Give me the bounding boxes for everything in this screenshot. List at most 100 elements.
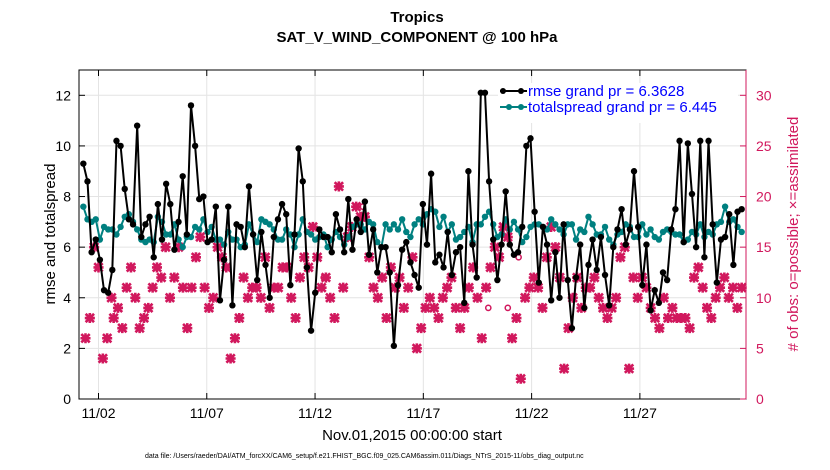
- obs-assimilated-marker-130: [641, 282, 652, 293]
- rmse-point-67: [357, 228, 364, 236]
- rmse-point-98: [485, 178, 493, 185]
- rmse-point-131: [622, 241, 629, 248]
- obs-assimilated-marker-10: [121, 282, 132, 293]
- rmse-point-63: [340, 249, 348, 256]
- rmse-point-88: [444, 228, 451, 236]
- rmse-point-38: [237, 223, 244, 231]
- obs-assimilated-marker-33: [221, 262, 232, 273]
- obs-assimilated-marker-107: [541, 252, 552, 263]
- rmse-point-9: [117, 142, 124, 150]
- obs-assimilated-marker-29: [203, 302, 215, 314]
- obs-assimilated-marker-77: [411, 343, 422, 354]
- rmse-point-64: [345, 195, 352, 203]
- rmse-point-93: [465, 168, 472, 175]
- rmse-point-99: [490, 236, 497, 243]
- rmse-point-13: [133, 122, 141, 129]
- spread-point-79: [407, 233, 414, 241]
- rmse-point-112: [543, 241, 551, 248]
- obs-assimilated-marker-104: [528, 272, 539, 283]
- rmse-point-10: [121, 185, 128, 193]
- spread-point-3: [92, 216, 99, 223]
- rmse-point-125: [597, 233, 605, 241]
- obs-assimilated-marker-30: [208, 292, 219, 303]
- obs-assimilated-marker-34: [225, 353, 236, 364]
- series-layer: [80, 89, 747, 384]
- rmse-point-45: [266, 294, 273, 301]
- spread-point-13: [133, 226, 141, 233]
- obs-possible-marker-0: [320, 274, 328, 281]
- rmse-point-25: [183, 231, 191, 238]
- y2-tick-label-1: 5: [756, 340, 764, 356]
- y2-tick-label-0: 0: [756, 391, 764, 407]
- obs-assimilated-marker-36: [234, 312, 245, 324]
- spread-point-139: [655, 236, 663, 243]
- obs-assimilated-marker-113: [567, 292, 578, 303]
- obs-assimilated-marker-68: [372, 292, 383, 303]
- obs-assimilated-marker-58: [329, 312, 340, 324]
- rmse-point-134: [634, 223, 642, 231]
- rmse-point-119: [572, 274, 580, 281]
- obs-assimilated-marker-94: [485, 262, 496, 273]
- rmse-point-56: [311, 289, 319, 296]
- rmse-point-111: [539, 223, 547, 231]
- spread-point-159: [738, 228, 745, 236]
- obs-possible-marker-2: [484, 304, 492, 312]
- spread-point-91: [456, 233, 464, 241]
- rmse-point-19: [158, 236, 166, 243]
- obs-assimilated-marker-128: [632, 292, 643, 303]
- legend-spread-marker-b: [518, 104, 524, 110]
- rmse-point-128: [610, 243, 617, 251]
- spread-point-122: [585, 213, 592, 220]
- rmse-point-97: [481, 89, 489, 96]
- rmse-point-24: [179, 173, 186, 180]
- rmse-point-75: [390, 342, 398, 350]
- rmse-point-105: [514, 249, 522, 256]
- rmse-point-76: [394, 281, 402, 289]
- obs-assimilated-marker-112: [563, 323, 574, 334]
- rmse-point-15: [142, 221, 149, 228]
- rmse-point-52: [295, 145, 302, 152]
- obs-assimilated-marker-0: [80, 333, 91, 344]
- rmse-point-92: [461, 299, 468, 307]
- obs-assimilated-marker-17: [151, 262, 163, 273]
- legend-rmse-marker-a: [500, 88, 506, 94]
- obs-assimilated-marker-9: [117, 323, 128, 334]
- legend-box: [498, 83, 738, 123]
- obs-assimilated-marker-84: [442, 282, 453, 293]
- obs-assimilated-marker-51: [299, 252, 310, 263]
- spread-point-64: [345, 233, 352, 241]
- spread-point-126: [601, 223, 609, 231]
- rmse-point-35: [225, 203, 232, 210]
- spread-point-96: [477, 221, 485, 228]
- rmse-point-116: [560, 221, 567, 228]
- spread-point-45: [266, 221, 273, 228]
- spread-point-154: [717, 218, 725, 226]
- obs-assimilated-marker-148: [719, 272, 730, 283]
- rmse-point-49: [283, 211, 290, 218]
- spread-point-89: [448, 221, 456, 228]
- rmse-point-27: [191, 142, 199, 150]
- obs-assimilated-marker-20: [164, 292, 176, 303]
- rmse-point-66: [353, 216, 360, 223]
- y-tick-label-1: 2: [63, 340, 71, 356]
- rmse-point-40: [245, 183, 253, 190]
- rmse-point-65: [349, 246, 356, 253]
- obs-assimilated-marker-19: [160, 242, 171, 253]
- rmse-point-2: [88, 249, 95, 256]
- rmse-point-85: [432, 259, 439, 266]
- obs-assimilated-marker-89: [463, 282, 474, 293]
- obs-assimilated-marker-32: [216, 252, 228, 263]
- rmse-point-14: [138, 233, 145, 241]
- obs-assimilated-marker-124: [615, 252, 626, 263]
- rmse-point-159: [738, 205, 745, 213]
- rmse-point-138: [651, 286, 658, 294]
- obs-assimilated-marker-88: [459, 302, 470, 314]
- rmse-point-102: [502, 188, 509, 195]
- legend-rmse-label: rmse grand pr = 6.3628: [528, 83, 684, 100]
- obs-assimilated-marker-41: [255, 292, 267, 303]
- obs-assimilated-marker-105: [532, 282, 544, 293]
- obs-assimilated-marker-103: [524, 282, 535, 293]
- rmse-point-115: [556, 294, 563, 301]
- rmse-point-0: [80, 160, 87, 167]
- spread-point-75: [390, 221, 398, 228]
